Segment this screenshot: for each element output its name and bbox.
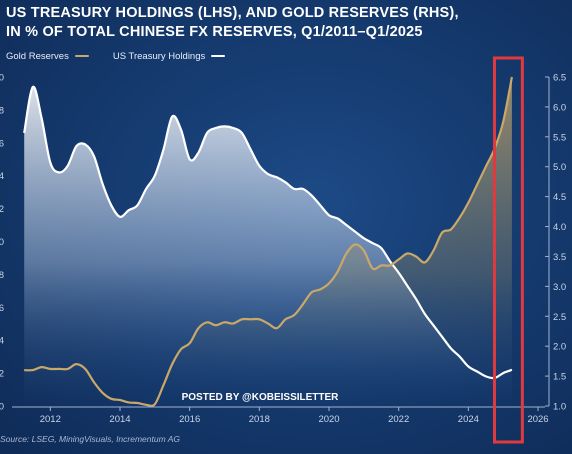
- right-tick-label: 4.5: [553, 192, 566, 203]
- us-treasury-line: [23, 85, 513, 380]
- right-tick-label: 3.0: [553, 282, 566, 293]
- left-tick-label: 40: [0, 73, 4, 84]
- left-tick-label: 24: [0, 336, 4, 347]
- right-tick-label: 6.0: [553, 102, 566, 113]
- x-tick-label: 2022: [388, 414, 409, 425]
- left-tick-label: 22: [0, 369, 4, 380]
- right-tick-label: 3.5: [553, 252, 566, 263]
- left-tick-label: 26: [0, 303, 4, 314]
- right-tick-label: 5.5: [553, 132, 566, 143]
- x-tick-label: 2012: [40, 414, 61, 425]
- legend-us-label: US Treasury Holdings: [112, 50, 206, 62]
- right-tick-label: 1.0: [553, 402, 566, 413]
- left-tick-label: 38: [0, 105, 4, 116]
- right-tick-label: 5.0: [553, 162, 566, 173]
- axes: 20222426283032343638401.01.52.02.53.03.5…: [0, 73, 566, 426]
- legend-us-swatch: [211, 55, 226, 57]
- left-tick-label: 36: [0, 138, 4, 149]
- left-tick-label: 34: [0, 171, 4, 182]
- legend: Gold Reserves US Treasury Holdings: [6, 48, 226, 64]
- left-tick-label: 20: [0, 402, 4, 413]
- title-line-2: IN % OF TOTAL CHINESE FX RESERVES, Q1/20…: [6, 24, 423, 40]
- x-tick-label: 2018: [249, 414, 270, 425]
- left-tick-label: 30: [0, 237, 4, 248]
- right-tick-label: 4.0: [553, 222, 566, 233]
- left-tick-label: 28: [0, 270, 4, 281]
- gold-reserves-area: [24, 77, 512, 406]
- right-tick-label: 2.5: [553, 312, 566, 323]
- legend-gold-swatch: [74, 55, 89, 57]
- x-tick-label: 2014: [109, 414, 130, 425]
- legend-gold-label: Gold Reserves: [6, 50, 69, 62]
- right-tick-label: 2.0: [553, 342, 566, 353]
- watermark: POSTED BY @KOBEISSILETTER: [182, 392, 340, 403]
- title-line-1: US TREASURY HOLDINGS (LHS), AND GOLD RES…: [6, 5, 459, 21]
- right-tick-label: 6.5: [553, 73, 566, 84]
- x-tick-label: 2020: [318, 414, 339, 425]
- x-tick-label: 2024: [458, 414, 479, 425]
- x-tick-label: 2026: [527, 414, 548, 425]
- left-tick-label: 32: [0, 204, 4, 215]
- area-fills: [24, 77, 512, 407]
- chart-title: US TREASURY HOLDINGS (LHS), AND GOLD RES…: [6, 4, 566, 42]
- gold-reserves-line: [24, 76, 513, 407]
- highlight-box: [492, 56, 524, 444]
- series-lines: [23, 76, 513, 407]
- x-tick-label: 2016: [179, 414, 200, 425]
- source-note: Source: LSEG, MiningVisuals, Incrementum…: [0, 434, 180, 444]
- right-tick-label: 1.5: [553, 372, 566, 383]
